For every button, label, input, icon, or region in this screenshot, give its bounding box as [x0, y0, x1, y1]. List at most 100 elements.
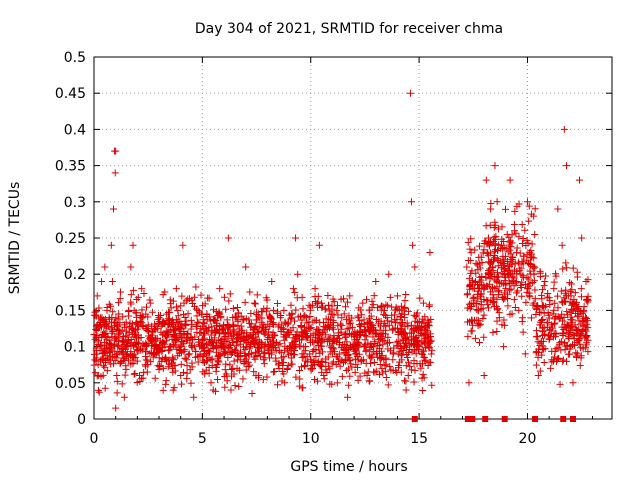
data-point [232, 338, 240, 346]
data-point [388, 311, 396, 319]
data-point [301, 311, 309, 319]
data-point [177, 333, 185, 341]
data-point [138, 346, 146, 354]
data-point [337, 325, 345, 333]
data-point [288, 339, 296, 347]
data-point [549, 333, 557, 341]
data-point [566, 287, 574, 295]
data-point [389, 326, 397, 334]
data-point [224, 336, 232, 344]
data-point [419, 299, 427, 307]
data-point [368, 342, 376, 350]
data-point [494, 273, 502, 281]
data-point [247, 320, 255, 328]
data-point [272, 354, 280, 362]
data-point [191, 353, 199, 361]
data-point [532, 333, 540, 341]
data-point [166, 346, 174, 354]
data-point [143, 326, 151, 334]
data-point [333, 379, 341, 387]
data-point [207, 379, 215, 387]
data-point [259, 376, 267, 384]
data-point [575, 325, 583, 333]
data-point [180, 299, 188, 307]
data-point [542, 272, 550, 280]
data-point [192, 347, 200, 355]
data-point [113, 377, 121, 385]
data-point [225, 322, 233, 330]
data-point [214, 311, 222, 319]
data-point [249, 329, 257, 337]
data-point [357, 328, 365, 336]
data-point [480, 246, 488, 254]
data-point [345, 381, 353, 389]
data-point [164, 363, 172, 371]
data-point [92, 354, 100, 362]
data-point [485, 258, 493, 266]
data-point [171, 323, 179, 331]
data-point [494, 255, 502, 263]
data-point [202, 366, 210, 374]
data-point [401, 304, 409, 312]
data-point [224, 234, 232, 242]
data-point [172, 285, 180, 293]
data-point [222, 305, 230, 313]
data-point [536, 267, 544, 275]
data-point [224, 330, 232, 338]
data-point [582, 332, 590, 340]
data-point [101, 348, 109, 356]
data-point [428, 381, 436, 389]
data-point [474, 281, 482, 289]
data-point [172, 337, 180, 345]
data-point [536, 342, 544, 350]
data-point [499, 260, 507, 268]
data-point [500, 289, 508, 297]
data-point [237, 322, 245, 330]
data-point [495, 288, 503, 296]
data-point [474, 266, 482, 274]
data-point [487, 288, 495, 296]
data-point [551, 319, 559, 327]
data-point [364, 368, 372, 376]
data-point [405, 349, 413, 357]
data-point [428, 346, 436, 354]
data-point [158, 344, 166, 352]
data-point [353, 342, 361, 350]
data-point [99, 371, 107, 379]
data-point [108, 342, 116, 350]
data-point [214, 376, 222, 384]
data-point [307, 366, 315, 374]
data-point [113, 354, 121, 362]
data-point [246, 288, 254, 296]
data-point [164, 331, 172, 339]
data-point [401, 322, 409, 330]
data-point [342, 347, 350, 355]
data-point [205, 348, 213, 356]
data-point [119, 313, 127, 321]
data-point [212, 364, 220, 372]
data-point [215, 336, 223, 344]
data-point [308, 362, 316, 370]
data-point [506, 238, 514, 246]
data-point [310, 357, 318, 365]
data-point [260, 360, 268, 368]
data-point [384, 381, 392, 389]
data-point [193, 322, 201, 330]
data-point [305, 323, 313, 331]
data-point [382, 373, 390, 381]
data-point [402, 377, 410, 385]
data-point [562, 286, 570, 294]
data-point [337, 320, 345, 328]
data-point [510, 274, 518, 282]
data-point [341, 330, 349, 338]
data-point [513, 244, 521, 252]
data-point [283, 365, 291, 373]
data-point [498, 223, 506, 231]
data-point [287, 326, 295, 334]
data-point [230, 357, 238, 365]
data-point [568, 286, 576, 294]
data-point [514, 287, 522, 295]
data-point [138, 306, 146, 314]
data-point [268, 348, 276, 356]
data-point [316, 349, 324, 357]
